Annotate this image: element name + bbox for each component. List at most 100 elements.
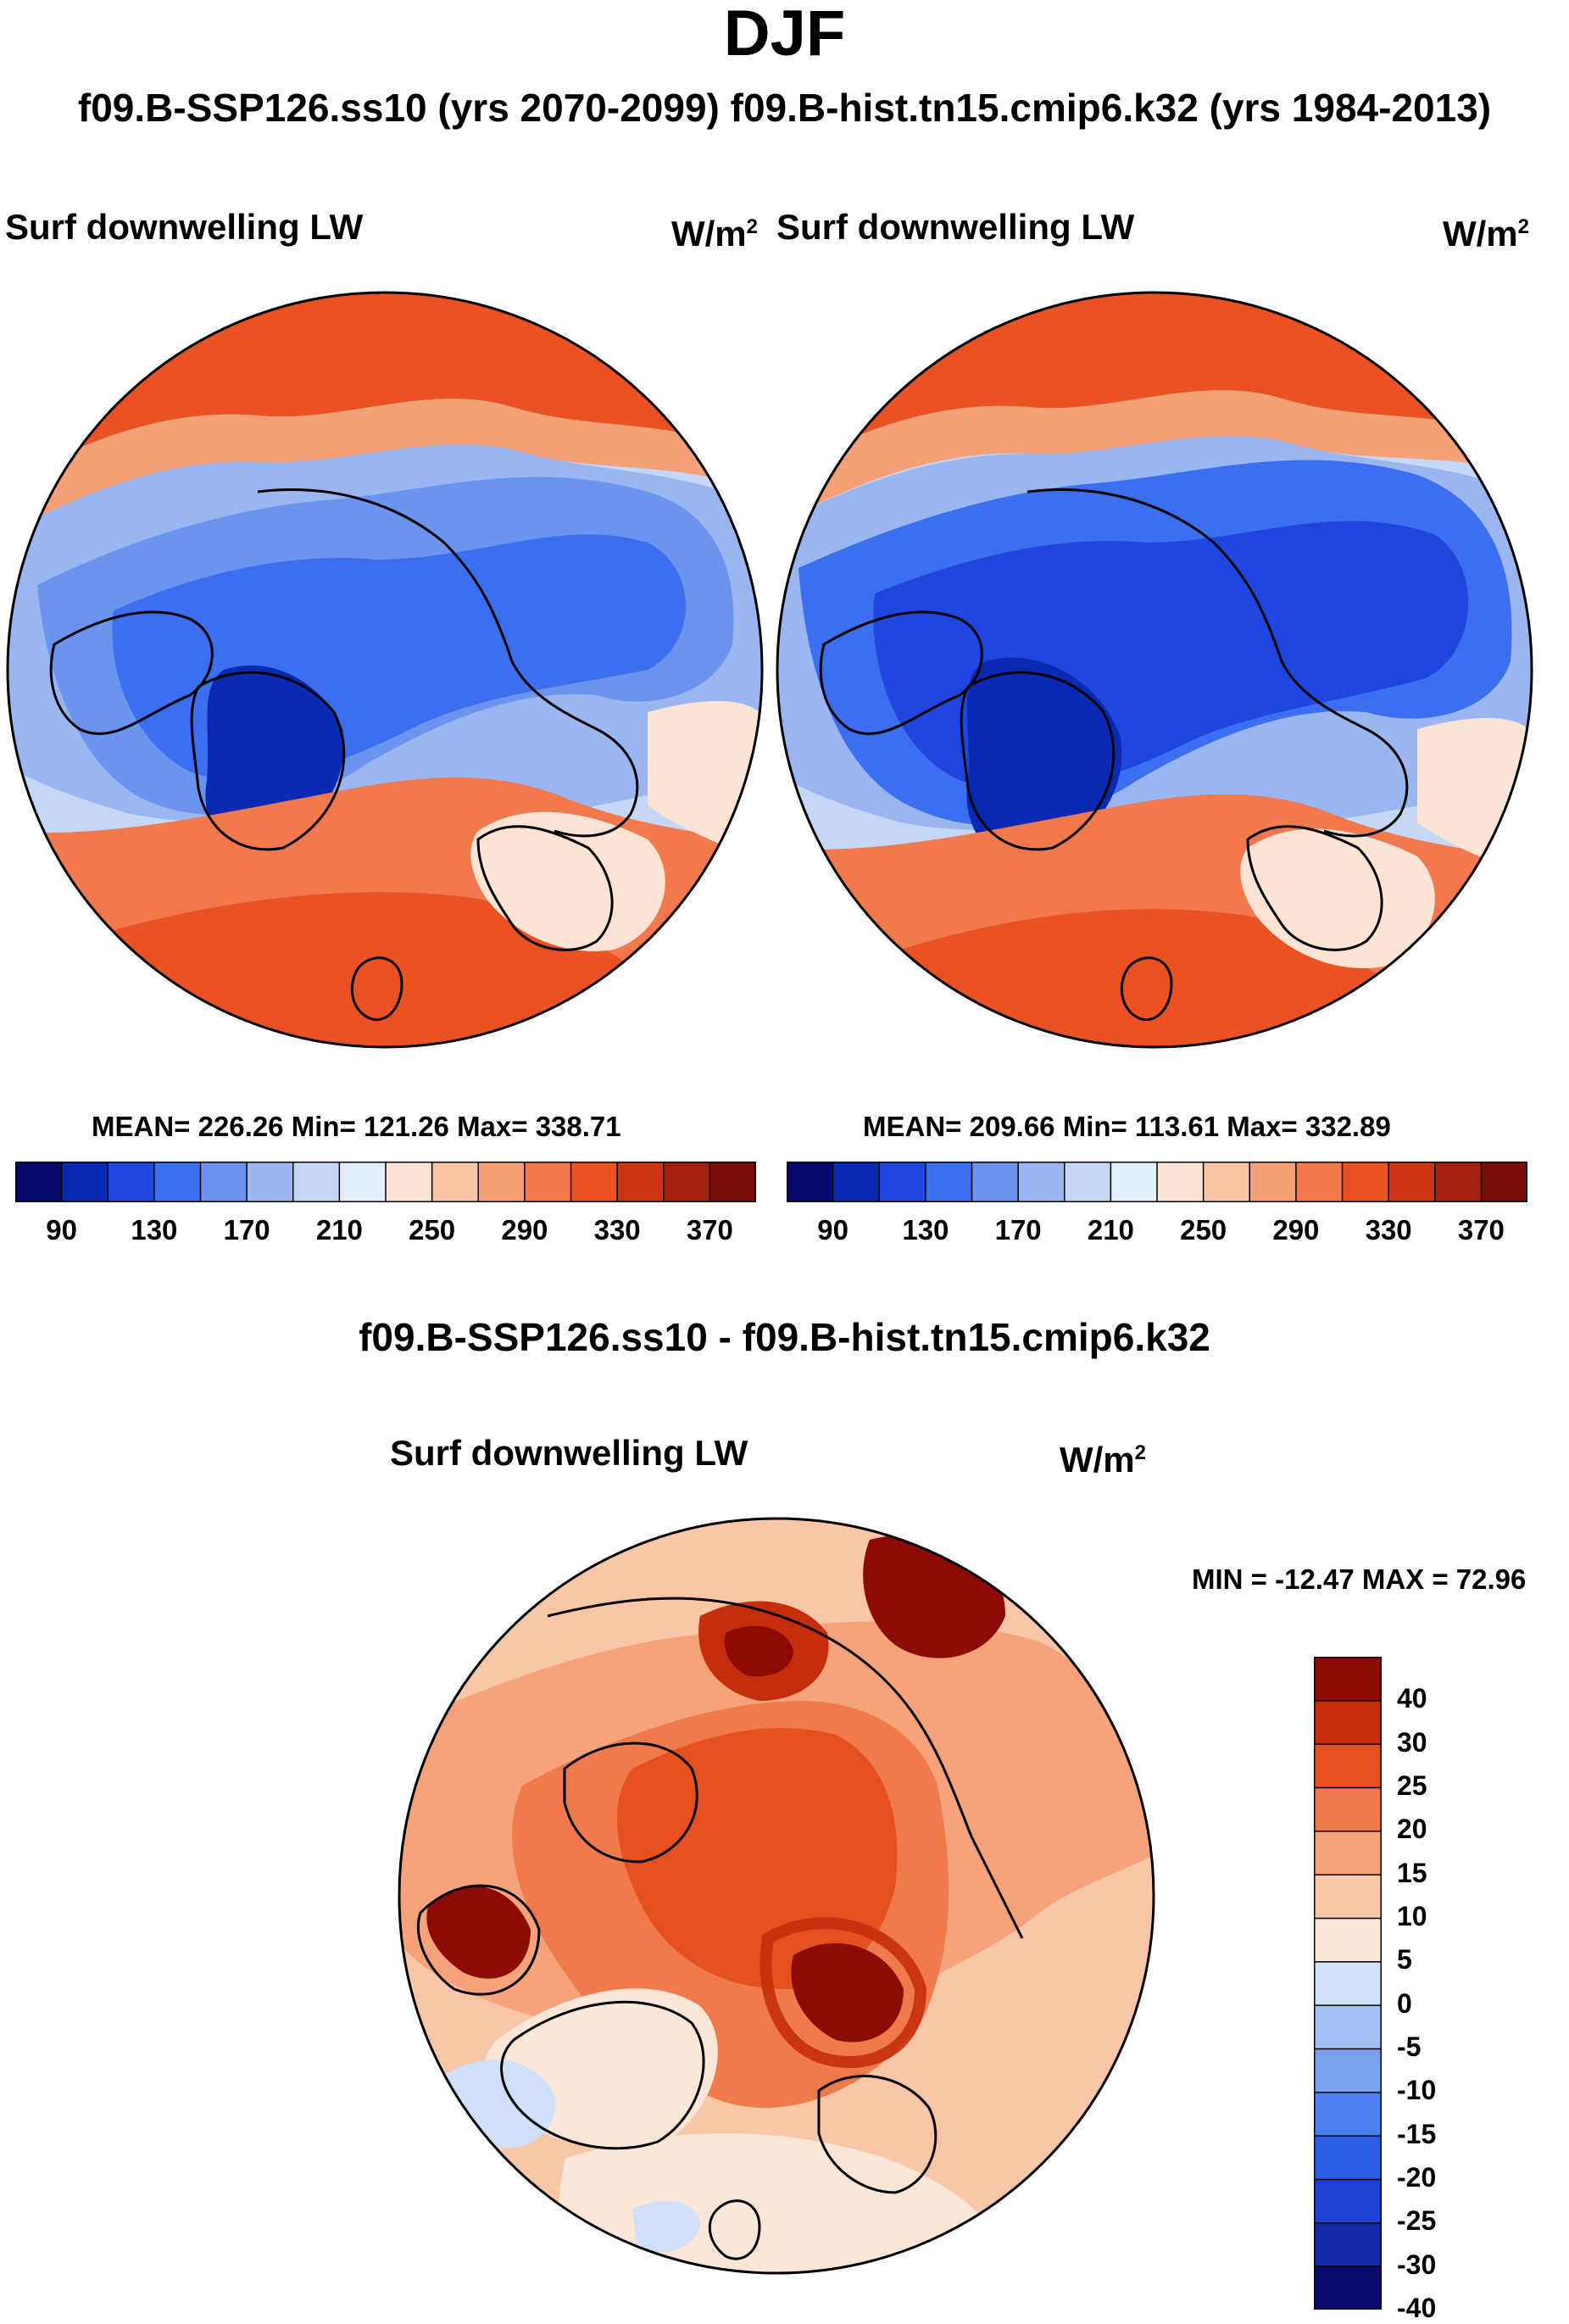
right-colorbar-swatch: [878, 1162, 927, 1202]
left-colorbar-tick-label: 210: [315, 1214, 363, 1246]
diff-colorbar-swatch: [1314, 1699, 1382, 1745]
diff-colorbar-tick-label: 20: [1397, 1814, 1427, 1845]
right-colorbar-tick-label: 250: [1180, 1214, 1227, 1246]
left-colorbar-swatch: [60, 1162, 109, 1202]
diff-colorbar-tick-label: -20: [1397, 2162, 1437, 2193]
right-colorbar: [787, 1162, 1527, 1202]
right-colorbar-tick-label: 130: [902, 1214, 949, 1246]
diff-colorbar-swatch: [1314, 2134, 1382, 2181]
left-colorbar-swatch: [15, 1162, 63, 1202]
map-boundary: [6, 291, 764, 1049]
map-coastline-uk: [350, 956, 403, 1021]
map-light-blue-europe: [632, 2200, 700, 2253]
left-panel-variable: Surf downwelling LW: [5, 207, 364, 247]
diff-colorbar-swatch: [1314, 2091, 1382, 2137]
diff-colorbar-tick-label: -30: [1397, 2249, 1437, 2280]
diff-colorbar-tick-label: 30: [1397, 1726, 1427, 1758]
map-coastline-eurasia: [547, 1597, 1024, 1939]
left-colorbar-swatch: [153, 1162, 202, 1202]
right-colorbar-swatch: [1064, 1162, 1112, 1202]
diff-colorbar: [1314, 1657, 1382, 2310]
left-colorbar-swatch: [199, 1162, 248, 1202]
right-colorbar-swatch: [1202, 1162, 1251, 1202]
diff-colorbar-tick-label: 10: [1397, 1901, 1427, 1931]
right-colorbar-swatch: [1110, 1162, 1159, 1202]
left-colorbar-swatch: [338, 1162, 387, 1202]
map-coastline-scandinavia: [1246, 825, 1383, 951]
right-colorbar-tick-label: 370: [1457, 1214, 1505, 1246]
map-scandinavia-cream: [470, 811, 665, 951]
right-colorbar-swatch: [925, 1162, 973, 1202]
map-coastline-arctic-canada: [49, 610, 214, 735]
map-boundary: [776, 291, 1533, 1049]
diff-colorbar-swatch: [1314, 2178, 1382, 2224]
left-colorbar-tick-label: 130: [131, 1214, 178, 1246]
diff-colorbar-tick-label: -15: [1397, 2118, 1437, 2149]
left-units-exp: 2: [746, 215, 759, 238]
right-colorbar-tick-label: 330: [1365, 1214, 1412, 1246]
left-colorbar: [15, 1162, 756, 1202]
map-coastline-alaska: [416, 1884, 541, 1996]
left-colorbar-swatch: [246, 1162, 294, 1202]
right-units-base: W/m: [1443, 214, 1518, 254]
map-band-north-orange: [8, 398, 762, 534]
map-coastline-uk: [708, 2199, 761, 2260]
map-coastline-greenland: [960, 671, 1116, 851]
left-colorbar-swatch: [431, 1162, 480, 1202]
map-boundary: [398, 1517, 1155, 2275]
map-coastline-eurasia: [1027, 488, 1409, 838]
right-colorbar-swatch: [971, 1162, 1020, 1202]
left-colorbar-swatch: [524, 1162, 572, 1202]
right-colorbar-swatch: [1434, 1162, 1483, 1202]
right-polar-map: [776, 291, 1533, 1049]
map-coastline-archipelago: [563, 1742, 698, 1864]
map-coastline-scandinavia: [476, 825, 614, 951]
right-colorbar-swatch: [832, 1162, 881, 1202]
map-darkest-beringia: [426, 1886, 531, 1979]
left-colorbar-swatch: [477, 1162, 526, 1202]
left-colorbar-swatch: [385, 1162, 433, 1202]
diff-colorbar-swatch: [1314, 2265, 1382, 2310]
figure-title: DJF: [723, 0, 846, 70]
diff-colorbar-swatch: [1314, 2221, 1382, 2267]
diff-colorbar-tick-label: -40: [1397, 2293, 1437, 2323]
figure-subtitle: f09.B-SSP126.ss10 (yrs 2070-2099) f09.B-…: [77, 86, 1492, 130]
left-colorbar-swatch: [570, 1162, 619, 1202]
right-colorbar-tick-label: 170: [994, 1214, 1042, 1246]
map-coastline-uk: [1120, 956, 1173, 1021]
left-colorbar-swatch: [107, 1162, 156, 1202]
diff-colorbar-tick-label: 0: [1397, 1987, 1412, 2019]
diff-colorbar-tick-label: 15: [1397, 1857, 1427, 1888]
map-darkest-barents: [791, 1942, 904, 2043]
right-panel-stats: MEAN= 209.66 Min= 113.61 Max= 332.89: [863, 1111, 1391, 1142]
right-colorbar-tick-label: 290: [1272, 1214, 1320, 1246]
diff-colorbar-swatch: [1314, 1657, 1382, 1702]
map-coastline-arctic-canada: [819, 610, 983, 735]
diff-colorbar-tick-label: -25: [1397, 2205, 1437, 2237]
right-colorbar-swatch: [1017, 1162, 1065, 1202]
right-colorbar-tick-label: 90: [817, 1214, 848, 1246]
left-units-base: W/m: [671, 214, 747, 254]
diff-colorbar-tick-label: -5: [1397, 2031, 1422, 2062]
diff-colorbar-swatch: [1314, 1786, 1382, 1832]
diff-colorbar-tick-label: 5: [1397, 1944, 1412, 1976]
map-deep-blue-core: [966, 657, 1122, 861]
diff-panel-variable: Surf downwelling LW: [390, 1433, 748, 1473]
diff-colorbar-swatch: [1314, 1873, 1382, 1920]
right-colorbar-tick-label: 210: [1087, 1214, 1134, 1246]
map-dark-ring-barents: [759, 1917, 927, 2069]
diff-colorbar-tick-label: -10: [1397, 2075, 1437, 2106]
map-coastline-scandinavia: [817, 2075, 938, 2194]
map-south-red: [88, 892, 665, 1047]
left-colorbar-tick-label: 90: [46, 1214, 77, 1246]
right-colorbar-swatch: [1388, 1162, 1436, 1202]
map-south-red: [883, 909, 1417, 1047]
diff-colorbar-swatch: [1314, 2004, 1382, 2050]
diff-colorbar-tick-label: 25: [1397, 1770, 1427, 1801]
diff-colorbar-swatch: [1314, 1742, 1382, 1789]
map-darkest-north: [724, 1625, 793, 1677]
left-colorbar-swatch: [709, 1162, 756, 1202]
left-colorbar-swatch: [292, 1162, 341, 1202]
diff-colorbar-swatch: [1314, 1830, 1382, 1875]
right-colorbar-swatch: [787, 1162, 834, 1202]
